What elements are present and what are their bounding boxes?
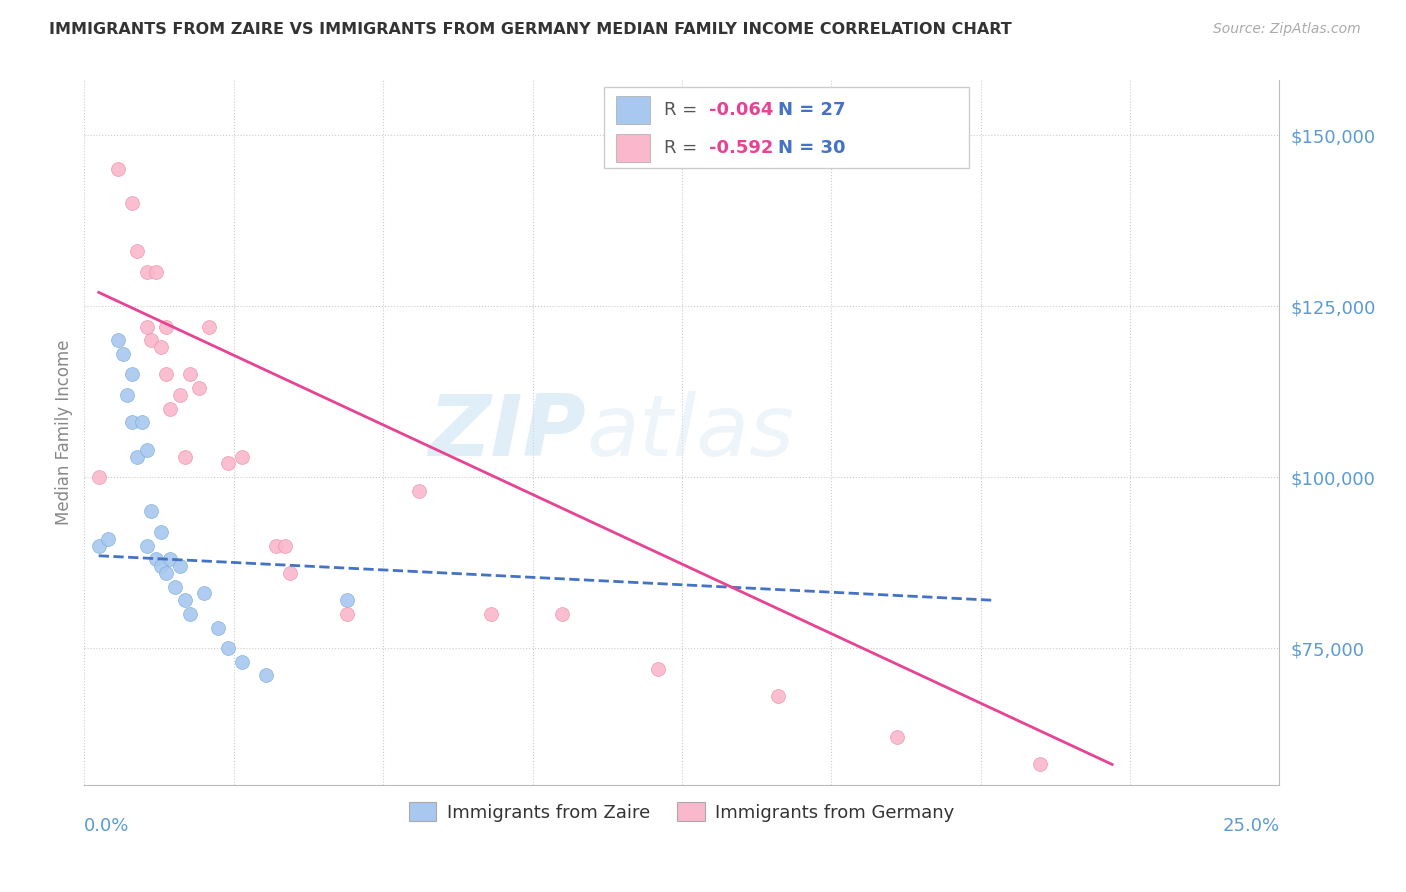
Point bbox=[159, 401, 181, 416]
Point bbox=[336, 607, 359, 621]
Point bbox=[193, 586, 215, 600]
Text: R =: R = bbox=[664, 101, 703, 119]
Point bbox=[135, 442, 157, 457]
Point bbox=[135, 319, 157, 334]
Point bbox=[231, 655, 253, 669]
Point bbox=[408, 483, 430, 498]
Point bbox=[145, 265, 167, 279]
Point bbox=[217, 457, 239, 471]
Point bbox=[131, 415, 153, 429]
Point bbox=[169, 559, 191, 574]
Point bbox=[264, 539, 287, 553]
Point bbox=[207, 621, 229, 635]
Text: ZIP: ZIP bbox=[429, 391, 586, 475]
Point bbox=[274, 539, 297, 553]
Point bbox=[155, 566, 177, 580]
Point bbox=[149, 559, 172, 574]
Point bbox=[107, 333, 129, 347]
Point bbox=[165, 580, 187, 594]
Point bbox=[141, 504, 163, 518]
Point bbox=[107, 162, 129, 177]
Point bbox=[188, 381, 211, 395]
Point bbox=[117, 388, 139, 402]
Text: N = 30: N = 30 bbox=[778, 139, 845, 157]
Point bbox=[173, 450, 195, 464]
Legend: Immigrants from Zaire, Immigrants from Germany: Immigrants from Zaire, Immigrants from G… bbox=[402, 795, 962, 829]
Point bbox=[141, 333, 163, 347]
Text: -0.064: -0.064 bbox=[710, 101, 773, 119]
Point bbox=[173, 593, 195, 607]
Y-axis label: Median Family Income: Median Family Income bbox=[55, 340, 73, 525]
Text: -0.592: -0.592 bbox=[710, 139, 773, 157]
Point bbox=[149, 524, 172, 539]
Bar bbox=[616, 134, 650, 162]
Point bbox=[87, 470, 110, 484]
Point bbox=[135, 265, 157, 279]
Bar bbox=[605, 87, 969, 169]
Point bbox=[97, 532, 120, 546]
Point bbox=[121, 196, 143, 211]
Point bbox=[159, 552, 181, 566]
Point bbox=[647, 662, 669, 676]
Point bbox=[111, 347, 134, 361]
Point bbox=[87, 539, 110, 553]
Point bbox=[479, 607, 502, 621]
Point bbox=[336, 593, 359, 607]
Text: N = 27: N = 27 bbox=[778, 101, 845, 119]
Point bbox=[551, 607, 574, 621]
Point bbox=[121, 368, 143, 382]
Text: IMMIGRANTS FROM ZAIRE VS IMMIGRANTS FROM GERMANY MEDIAN FAMILY INCOME CORRELATIO: IMMIGRANTS FROM ZAIRE VS IMMIGRANTS FROM… bbox=[49, 22, 1012, 37]
Point bbox=[217, 641, 239, 656]
Bar bbox=[616, 96, 650, 124]
Text: R =: R = bbox=[664, 139, 703, 157]
Text: 0.0%: 0.0% bbox=[84, 817, 129, 835]
Point bbox=[125, 244, 148, 259]
Point bbox=[169, 388, 191, 402]
Text: Source: ZipAtlas.com: Source: ZipAtlas.com bbox=[1213, 22, 1361, 37]
Point bbox=[886, 730, 908, 744]
Point bbox=[254, 668, 277, 682]
Point bbox=[197, 319, 219, 334]
Point bbox=[155, 319, 177, 334]
Text: atlas: atlas bbox=[586, 391, 794, 475]
Point bbox=[179, 368, 201, 382]
Point bbox=[278, 566, 301, 580]
Point bbox=[155, 368, 177, 382]
Point bbox=[145, 552, 167, 566]
Point bbox=[766, 689, 789, 703]
Point bbox=[179, 607, 201, 621]
Text: 25.0%: 25.0% bbox=[1222, 817, 1279, 835]
Point bbox=[231, 450, 253, 464]
Point bbox=[135, 539, 157, 553]
Point bbox=[125, 450, 148, 464]
Point bbox=[1029, 757, 1052, 772]
Point bbox=[121, 415, 143, 429]
Point bbox=[149, 340, 172, 354]
